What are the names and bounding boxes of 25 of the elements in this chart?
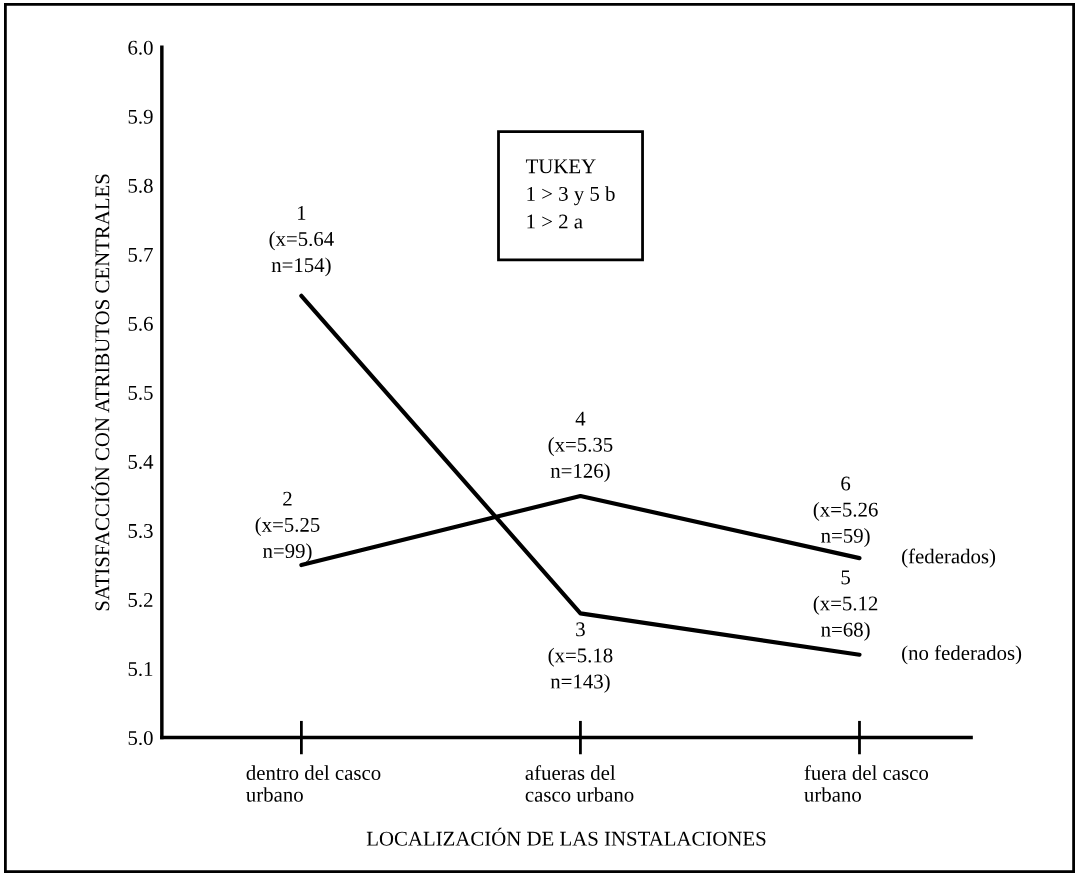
annotation: 4 (x=5.35 n=126) [548, 411, 613, 483]
x-axis-title: LOCALIZACIÓN DE LAS INSTALACIONES [366, 827, 766, 846]
annotation: 1 (x=5.64 n=154) [269, 205, 334, 277]
x-tick-label: fuera del casco urbano [804, 765, 929, 802]
annotation: TUKEY 1 > 3 y 5 b 1 > 2 a [525, 159, 615, 229]
text: (federados) [902, 548, 996, 568]
annotation: 2 (x=5.25 n=99) [255, 491, 320, 563]
y-tick-label: 5.8 [128, 178, 153, 193]
y-tick-label: 5.5 [128, 386, 153, 400]
y-tick-label: 6.0 [128, 40, 153, 55]
y-tick-label: 5.0 [128, 730, 153, 746]
y-tick-label: 5.9 [128, 109, 153, 124]
y-tick-label: 5.4 [128, 454, 154, 469]
annotation: 6 (x=5.26 n=59) [813, 476, 878, 548]
text: (no federados) [902, 645, 1022, 665]
y-tick-label: 5.7 [128, 247, 153, 262]
y-tick-label: 5.6 [128, 316, 153, 331]
y-tick-label: 5.1 [128, 662, 153, 677]
y-tick-label: 5.2 [128, 592, 153, 608]
x-tick-label: dentro del casco urbano [246, 765, 381, 802]
annotation: 3 (x=5.18 n=143) [548, 622, 613, 693]
annotation: 5 (x=5.12 n=68) [813, 570, 878, 641]
x-tick-label: afueras del casco urbano [525, 765, 634, 802]
y-axis-title: SATISFACCIÓN CON ATRIBUTOS CENTRALES [91, 174, 110, 611]
y-tick-label: 5.3 [128, 523, 153, 539]
